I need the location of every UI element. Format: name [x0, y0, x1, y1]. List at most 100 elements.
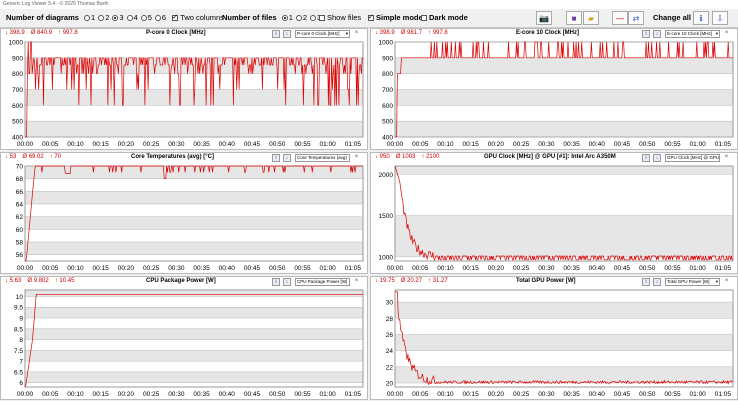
scale-icon[interactable]: ↓	[283, 30, 291, 38]
line-style-button[interactable]: —	[612, 11, 628, 25]
y-tick-label: 1000	[379, 254, 394, 261]
x-tick-label: 01:05	[345, 141, 362, 148]
x-tick-label: 00:15	[463, 265, 480, 272]
diagrams-radio-label: 5	[147, 13, 152, 22]
x-tick-label: 00:45	[614, 391, 631, 398]
change-all-scale-button[interactable]: ⇩	[712, 11, 728, 25]
diagrams-radio-3[interactable]	[112, 15, 119, 21]
series-select[interactable]: Core Temperatures (avg) ▾	[295, 154, 350, 162]
y-tick-label: 70	[16, 164, 24, 171]
y-tick-label: 58	[16, 240, 24, 247]
y-tick-label: 6	[19, 380, 23, 387]
x-tick-label: 00:30	[538, 265, 555, 272]
x-tick-label: 00:10	[437, 391, 454, 398]
files-radio-1[interactable]	[281, 15, 288, 21]
diagrams-radio-label: 2	[105, 13, 110, 22]
x-tick-label: 00:40	[219, 265, 236, 272]
open-folder-button[interactable]: ▰	[583, 11, 599, 25]
x-tick-label: 00:05	[412, 265, 429, 272]
x-tick-label: 00:50	[269, 391, 286, 398]
y-tick-label: 1000	[379, 40, 394, 47]
diagrams-radio-5[interactable]	[140, 15, 147, 21]
floppy-disk-icon: ■	[571, 13, 577, 23]
x-tick-label: 00:55	[664, 391, 681, 398]
show-files-checkbox[interactable]	[319, 15, 325, 21]
save-button[interactable]: ■	[566, 11, 582, 25]
series-select[interactable]: Total GPU Power [W] ▾	[665, 278, 720, 286]
close-icon[interactable]: ×	[724, 278, 729, 284]
series-select[interactable]: E-core 10 Clock [MHz] ▾	[665, 30, 720, 38]
average-icon: Ø	[400, 30, 408, 36]
arrow-down-icon: ↓	[375, 278, 380, 284]
files-radio-2[interactable]	[295, 15, 302, 21]
x-tick-label: 00:45	[244, 141, 261, 148]
average-icon: Ø	[30, 30, 38, 36]
simple-mode-checkbox[interactable]	[368, 13, 374, 21]
chart-panel: ↓ 398.9 Ø 840.9 ↑ 997.8 P-core 0 Clock [MHz…	[0, 28, 368, 150]
screenshot-camera-button[interactable]: 📷	[536, 11, 552, 25]
info-icon[interactable]: i	[272, 278, 280, 286]
info-icon[interactable]: i	[642, 30, 650, 38]
stat-value: 398.9	[379, 30, 395, 36]
info-icon[interactable]: i	[272, 30, 280, 38]
x-tick-label: 00:20	[488, 265, 505, 272]
x-tick-label: 00:40	[219, 391, 236, 398]
series-select[interactable]: P-core 0 Clock [MHz] ▾	[295, 30, 350, 38]
x-tick-label: 00:25	[143, 265, 160, 272]
x-tick-label: 01:00	[690, 391, 707, 398]
x-tick-label: 00:25	[513, 265, 530, 272]
change-all-info-button[interactable]: ℹ	[693, 11, 709, 25]
info-icon[interactable]: i	[642, 278, 650, 286]
x-tick-label: 00:40	[589, 265, 606, 272]
grid-band	[395, 215, 733, 257]
stat-value: 2100	[426, 154, 440, 160]
average-icon: Ø	[395, 154, 403, 160]
swap-button[interactable]: ⇄	[628, 11, 644, 25]
diagrams-radio-1[interactable]	[84, 15, 91, 21]
grid-band	[395, 334, 733, 351]
scale-icon[interactable]: ↓	[653, 278, 661, 286]
scale-icon[interactable]: ↓	[653, 154, 661, 162]
x-tick-label: 00:25	[513, 391, 530, 398]
x-tick-label: 00:10	[437, 141, 454, 148]
x-tick-label: 00:35	[563, 265, 580, 272]
change-all-label: Change all	[653, 13, 691, 22]
stat-value: 31.27	[432, 278, 448, 284]
info-icon[interactable]: i	[272, 154, 280, 162]
series-select[interactable]: CPU Package Power [W] ▾	[295, 278, 350, 286]
folder-icon: ▰	[587, 13, 595, 23]
close-icon[interactable]: ×	[354, 30, 359, 36]
close-icon[interactable]: ×	[724, 154, 729, 160]
x-tick-label: 00:25	[513, 141, 530, 148]
scale-icon[interactable]: ↓	[653, 30, 661, 38]
x-tick-label: 00:05	[412, 391, 429, 398]
close-icon[interactable]: ×	[354, 154, 359, 160]
grid-band	[25, 242, 363, 255]
y-tick-label: 66	[16, 189, 24, 196]
chart-title: GPU Clock [MHz] @ GPU [#1]: Intel Arc A3…	[484, 154, 616, 160]
diagrams-radio-6[interactable]	[154, 15, 161, 21]
chart-title: Core Temperatures (avg) [°C]	[131, 154, 214, 160]
dark-mode-checkbox[interactable]	[421, 15, 427, 21]
camera-icon: 📷	[539, 13, 549, 23]
scale-icon[interactable]: ↓	[283, 154, 291, 162]
diagrams-radio-2[interactable]	[98, 15, 105, 21]
stat-value: 950	[379, 154, 390, 160]
y-tick-label: 500	[382, 119, 393, 126]
y-tick-label: 60	[16, 227, 24, 234]
two-columns-checkbox[interactable]	[172, 13, 179, 21]
chevron-down-icon: ▾	[345, 31, 348, 36]
y-tick-label: 64	[16, 202, 24, 209]
close-icon[interactable]: ×	[724, 30, 729, 36]
info-icon[interactable]: i	[642, 154, 650, 162]
files-radio-3[interactable]	[310, 15, 317, 21]
y-tick-label: 26	[386, 332, 394, 339]
scale-icon[interactable]: ↓	[283, 278, 291, 286]
close-icon[interactable]: ×	[354, 278, 359, 284]
chart-title: CPU Package Power [W]	[146, 278, 216, 284]
chart-stats: ↓ 950 Ø 1003 ↑ 2100	[375, 154, 445, 160]
diagrams-radio-4[interactable]	[126, 15, 133, 21]
x-tick-label: 00:55	[664, 265, 681, 272]
series-select[interactable]: GPU Clock [MHz] @ GPU ▾	[665, 154, 720, 162]
